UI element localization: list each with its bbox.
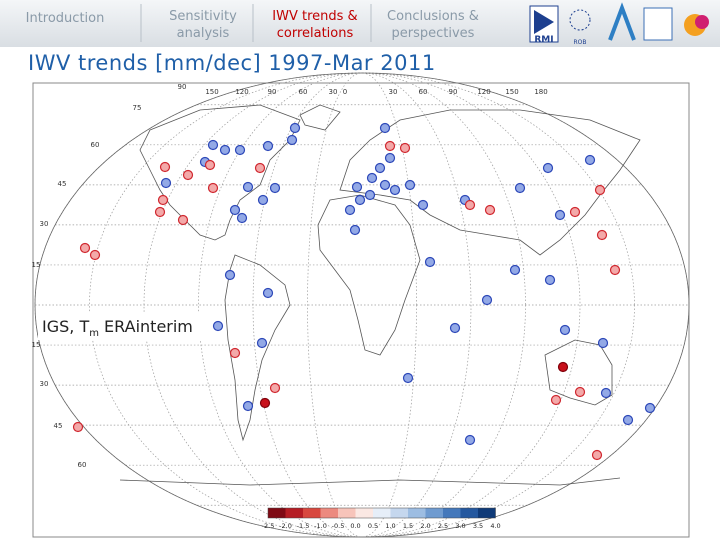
colorbar-swatch — [373, 508, 391, 518]
lat-label: 75 — [133, 104, 142, 112]
colorbar-label: 1.5 — [403, 522, 413, 530]
logos: RMI ROB — [529, 2, 709, 46]
colorbar-label: -2.5 — [262, 522, 275, 530]
colorbar-swatch — [303, 508, 321, 518]
lon-label: 120 — [235, 88, 248, 96]
lon-label: 30 — [389, 88, 398, 96]
colorbar-swatch — [390, 508, 408, 518]
lon-label: 30 — [329, 88, 338, 96]
graticule-labels: 90 150 120 90 60 30 0 30 60 90 120 150 180 75 60 45 30 15… — [32, 83, 548, 469]
lon-label: 90 — [268, 88, 277, 96]
colorbar-swatch — [285, 508, 303, 518]
colorbar-swatch — [268, 508, 286, 518]
lat-label: 60 — [78, 461, 87, 469]
colorbar-swatch — [443, 508, 461, 518]
nav-tab[interactable]: Introduction — [26, 11, 105, 26]
colorbar-swatch — [355, 508, 373, 518]
lat-label: 60 — [91, 141, 100, 149]
nav-tab[interactable]: Conclusions & perspectives — [387, 9, 479, 41]
header-bar — [0, 0, 720, 47]
lon-label: 60 — [299, 88, 308, 96]
graticule — [34, 72, 690, 538]
colorbar-swatch — [478, 508, 496, 518]
colorbar-swatch — [408, 508, 426, 518]
nav-tabs: Introduction Sensitivity analysis IWV trend… — [26, 4, 479, 42]
meridian — [143, 72, 581, 538]
colorbar-frame — [267, 507, 496, 519]
colorbar-label: 3.0 — [455, 522, 465, 530]
colorbar: -2.5 -2.0 -1.5 -1.0 -0.5 0.0 0.5 1.0 1.5 2.0 2.5 3.… — [262, 507, 501, 530]
nav-tab[interactable]: IWV trends & correlations — [272, 9, 357, 41]
lon-label: 0 — [343, 88, 347, 96]
meridian — [252, 72, 472, 538]
lat-label: 30 — [40, 220, 49, 228]
colorbar-label: -0.5 — [332, 522, 345, 530]
colorbar-label: 2.0 — [420, 522, 430, 530]
stations — [72, 122, 656, 461]
logo-text: RMI — [534, 35, 553, 45]
lat-label: 45 — [54, 422, 63, 430]
lon-label: 90 — [178, 83, 187, 91]
lon-label: 60 — [419, 88, 428, 96]
map-frame — [32, 82, 690, 538]
colorbar-label: 1.0 — [385, 522, 395, 530]
colorbar-swatch — [320, 508, 338, 518]
coastlines — [119, 104, 641, 486]
slide-title: IWV trends [mm/dec] 1997-Mar 2011 — [28, 51, 436, 75]
lat-label: 15 — [32, 341, 41, 349]
colorbar-label: 2.5 — [438, 522, 448, 530]
annotation-box: IGS, Tm ERAinterim — [38, 312, 208, 340]
lon-label: 120 — [477, 88, 490, 96]
map-outline — [34, 72, 690, 538]
lat-label: 45 — [58, 180, 67, 188]
lon-label: 150 — [205, 88, 218, 96]
lat-label: 30 — [40, 380, 49, 388]
colorbar-label: 0.0 — [350, 522, 360, 530]
lon-label: 90 — [449, 88, 458, 96]
logo-text: ROB — [573, 39, 586, 46]
colorbar-label: 4.0 — [490, 522, 500, 530]
lat-label: 15 — [32, 261, 41, 269]
colorbar-label: 3.5 — [473, 522, 483, 530]
colorbar-label: 0.5 — [368, 522, 378, 530]
annotation: IGS, Tm ERAinterim — [42, 317, 193, 339]
lon-label: 180 — [534, 88, 547, 96]
colorbar-swatch — [460, 508, 478, 518]
lon-label: 150 — [505, 88, 518, 96]
nav-tab[interactable]: Sensitivity analysis — [169, 9, 237, 41]
colorbar-swatch — [338, 508, 356, 518]
colorbar-label: -1.5 — [297, 522, 310, 530]
colorbar-swatch — [425, 508, 443, 518]
colorbar-label: -2.0 — [279, 522, 292, 530]
colorbar-label: -1.0 — [314, 522, 327, 530]
